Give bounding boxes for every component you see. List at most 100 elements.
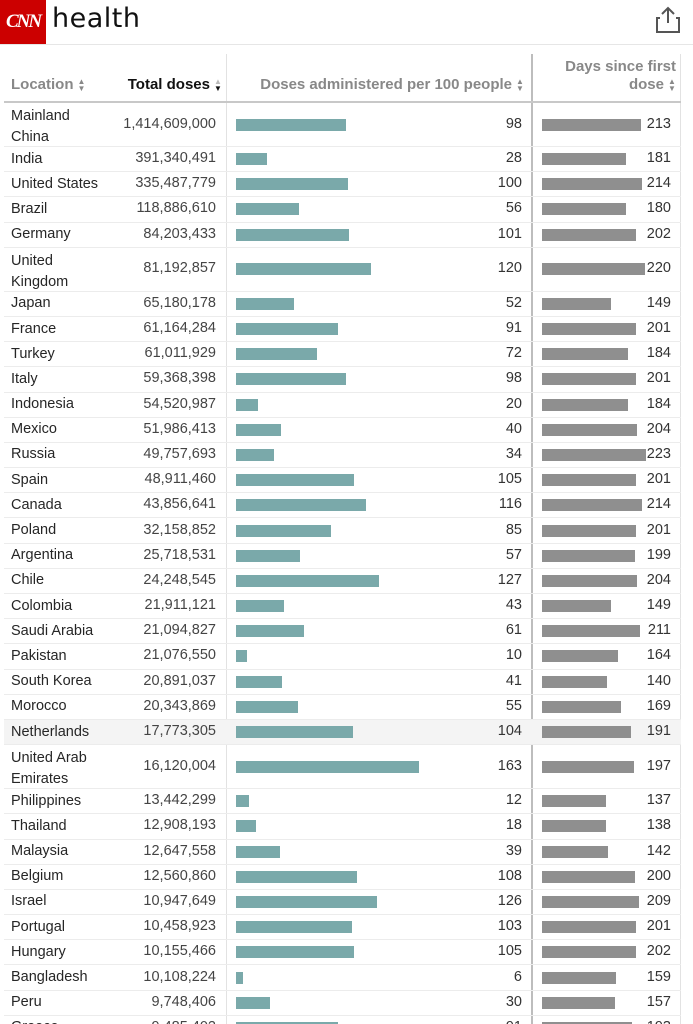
row-days-value: 220 <box>646 260 671 277</box>
row-days-value: 209 <box>646 892 671 909</box>
table-row[interactable]: Israel 10,947,649 126 209 <box>4 890 681 916</box>
days-bar <box>542 323 636 336</box>
row-total-doses: 21,094,827 <box>143 622 216 639</box>
table-row[interactable]: Saudi Arabia 21,094,827 61 211 <box>4 619 681 645</box>
row-total-doses: 10,155,466 <box>143 943 216 960</box>
row-location: Thailand <box>11 817 67 834</box>
row-location: Japan <box>11 295 51 312</box>
row-location: South Korea <box>11 673 92 690</box>
row-location: Colombia <box>11 597 73 614</box>
table-row[interactable]: United States 335,487,779 100 214 <box>4 172 681 198</box>
days-bar <box>542 398 628 411</box>
table-row[interactable]: Italy 59,368,398 98 201 <box>4 367 681 393</box>
table-row[interactable]: Poland 32,158,852 85 201 <box>4 518 681 544</box>
row-location: Greece <box>11 1017 101 1024</box>
table-row[interactable]: Indonesia 54,520,987 20 184 <box>4 393 681 418</box>
row-days-value: 142 <box>646 842 671 859</box>
table-row[interactable]: Pakistan 21,076,550 10 164 <box>4 644 681 670</box>
row-days-value: 169 <box>646 697 671 714</box>
row-location: United States <box>11 175 99 192</box>
per-100-bar <box>236 373 347 386</box>
row-location: France <box>11 320 57 337</box>
days-bar <box>542 675 608 688</box>
table-row[interactable]: Germany 84,203,433 101 202 <box>4 223 681 248</box>
table-row[interactable]: Malaysia 12,647,558 39 142 <box>4 840 681 865</box>
table-row[interactable]: Spain 48,911,460 105 201 <box>4 468 681 494</box>
table-row[interactable]: South Korea 20,891,037 41 140 <box>4 670 681 695</box>
row-days-value: 138 <box>646 817 671 834</box>
table-row[interactable]: United Arab Emirates 16,120,004 163 197 <box>4 745 681 790</box>
days-bar <box>542 549 635 562</box>
row-days-value: 157 <box>646 993 671 1010</box>
row-days-value: 201 <box>646 471 671 488</box>
table-row[interactable]: United Kingdom 81,192,857 120 220 <box>4 248 681 292</box>
table-row[interactable]: Belgium 12,560,860 108 200 <box>4 865 681 890</box>
row-days-value: 204 <box>646 571 671 588</box>
table-row[interactable]: Japan 65,180,178 52 149 <box>4 292 681 317</box>
days-bar <box>542 574 638 587</box>
row-per-100-value: 72 <box>505 345 522 362</box>
table-row[interactable]: Mexico 51,986,413 40 204 <box>4 418 681 443</box>
table-row[interactable]: Morocco 20,343,869 55 169 <box>4 695 681 720</box>
row-total-doses: 118,886,610 <box>136 200 216 217</box>
table-row[interactable]: Canada 43,856,641 116 214 <box>4 493 681 519</box>
section-title[interactable]: health <box>52 3 141 34</box>
row-total-doses: 12,908,193 <box>143 817 216 834</box>
per-100-bar <box>236 474 354 487</box>
column-header-total-doses[interactable]: Total doses ▲ ▼ <box>127 76 222 94</box>
row-per-100-value: 56 <box>505 200 522 217</box>
table-row[interactable]: Netherlands 17,773,305 104 191 <box>4 719 681 746</box>
table-row[interactable]: Chile 24,248,545 127 204 <box>4 569 681 594</box>
table-row[interactable]: France 61,164,284 91 201 <box>4 317 681 343</box>
table-row[interactable]: Colombia 21,911,121 43 149 <box>4 594 681 620</box>
table-row[interactable]: Russia 49,757,693 34 223 <box>4 443 681 469</box>
row-per-100-value: 43 <box>505 597 522 614</box>
cnn-logo[interactable]: CNN <box>0 0 46 44</box>
row-per-100-value: 28 <box>505 150 522 167</box>
row-per-100-value: 120 <box>497 260 522 277</box>
column-header-location[interactable]: Location ▲ ▼ <box>11 76 86 94</box>
table-row[interactable]: Thailand 12,908,193 18 138 <box>4 814 681 840</box>
row-total-doses: 54,520,987 <box>143 395 216 412</box>
table-row[interactable]: Bangladesh 10,108,224 6 159 <box>4 965 681 991</box>
per-100-bar <box>236 348 317 361</box>
table-row[interactable]: Portugal 10,458,923 103 201 <box>4 915 681 941</box>
per-100-bar <box>236 118 347 131</box>
days-bar <box>542 499 642 512</box>
row-location: Italy <box>11 370 38 387</box>
table-row[interactable]: Argentina 25,718,531 57 199 <box>4 544 681 569</box>
table-row[interactable]: Mainland China 1,414,609,000 98 213 <box>4 103 681 147</box>
table-row[interactable]: Peru 9,748,406 30 157 <box>4 991 681 1016</box>
table-row[interactable]: Turkey 61,011,929 72 184 <box>4 342 681 368</box>
column-divider <box>226 54 227 1024</box>
table-row[interactable]: Philippines 13,442,299 12 137 <box>4 789 681 815</box>
days-bar <box>542 700 621 713</box>
per-100-bar <box>236 700 298 713</box>
column-header-per-100[interactable]: Doses administered per 100 people ▲ ▼ <box>260 76 524 94</box>
table-row[interactable]: Greece9,485,402 91 193 <box>4 1016 681 1024</box>
per-100-bar <box>236 650 248 663</box>
per-100-bar <box>236 263 371 276</box>
table-row[interactable]: Hungary 10,155,466 105 202 <box>4 940 681 966</box>
table-row[interactable]: Brazil 118,886,610 56 180 <box>4 197 681 223</box>
row-location: Morocco <box>11 698 67 715</box>
column-header-days[interactable]: Days since first dose ▲ ▼ <box>565 58 676 94</box>
row-days-value: 149 <box>646 294 671 311</box>
vaccination-table: Location ▲ ▼ Total doses ▲ ▼ Doses administe… <box>0 54 693 1024</box>
share-icon[interactable] <box>655 6 681 34</box>
table-row[interactable]: India 391,340,491 28 181 <box>4 147 681 173</box>
per-100-bar <box>236 895 378 908</box>
header-divider <box>4 101 681 103</box>
row-per-100-value: 39 <box>505 842 522 859</box>
per-100-bar <box>236 820 257 833</box>
row-per-100-value: 12 <box>505 792 522 809</box>
days-bar <box>542 870 636 883</box>
per-100-bar <box>236 870 358 883</box>
row-per-100-value: 100 <box>497 175 522 192</box>
row-per-100-value: 18 <box>505 817 522 834</box>
row-location: Pakistan <box>11 647 67 664</box>
row-per-100-value: 61 <box>505 622 522 639</box>
row-total-doses: 25,718,531 <box>143 546 216 563</box>
row-per-100-value: 30 <box>505 993 522 1010</box>
days-bar <box>542 153 627 166</box>
